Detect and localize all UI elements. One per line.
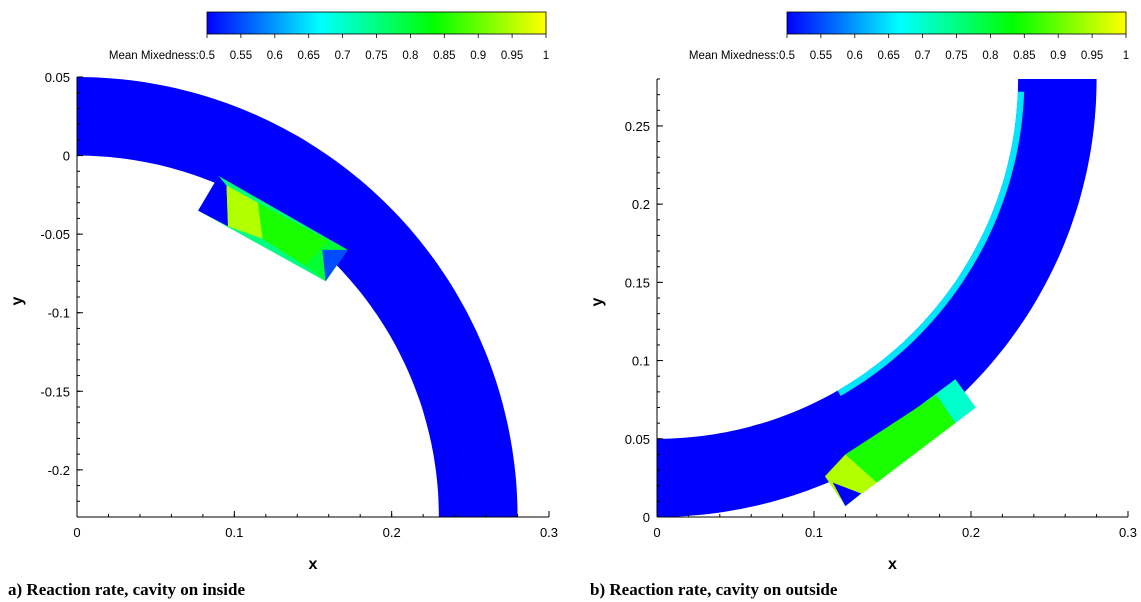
colorbar-tick-label: 1 [543,50,549,62]
colorbar-tick-label: 0.6 [267,50,283,62]
colorbar-label: Mean Mixedness: [109,50,199,62]
y-tick-label: -0.15 [40,384,70,399]
cavity-region [832,482,862,507]
colorbar-tick-label: 0.5 [199,50,215,62]
colorbar-tick-label: 0.6 [847,50,863,62]
duct-field [657,79,1097,517]
colorbar-tick-label: 0.55 [230,50,252,62]
y-tick-label: 0.2 [632,197,650,212]
colorbar: Mean Mixedness: 0.5 0.55 0.6 0.65 0.7 0.75 0.8 0… [109,11,549,62]
colorbar-label: Mean Mixedness: [689,50,779,62]
x-axis-label: x [888,556,897,573]
x-tick-label: 0.1 [805,525,823,540]
caption-a: a) Reaction rate, cavity on inside [8,580,246,599]
x-axis-label: x [309,556,318,573]
x-tick-label: 0.3 [540,525,558,540]
colorbar-tick-label: 0.65 [298,50,320,62]
y-tick-label: -0.1 [48,306,70,321]
cavity-region [322,249,348,282]
colorbar-gradient [206,11,547,35]
colorbar-tick-label: 0.7 [335,50,351,62]
colorbar-tick-label: 0.9 [470,50,486,62]
cavity-region [936,379,976,424]
plot-area [77,77,518,517]
colorbar-tick-label: 0.8 [982,50,998,62]
cavity-region [845,395,956,483]
y-tick-label: -0.2 [48,463,70,478]
colorbar-tick-label: 1 [1123,50,1129,62]
colorbar-tick-label: 0.75 [945,50,967,62]
x-tick-label: 0.2 [383,525,401,540]
duct-field [77,77,518,517]
y-tick-label: 0 [63,149,70,164]
colorbar-tick-label: 0.75 [365,50,387,62]
colorbar-tick-label: 0.85 [1013,50,1035,62]
x-tick-label: 0.3 [1119,525,1137,540]
caption-b: b) Reaction rate, cavity on outside [590,580,838,599]
x-tick-label: 0 [653,525,660,540]
y-tick-label: 0.15 [625,275,650,290]
chart-panel-a: 0 0.1 0.2 0.3 0.05 0 -0.05 -0.1 -0.15 -0.2 x y Mean … [9,11,558,573]
y-tick-label: -0.05 [40,227,70,242]
colorbar-tick-label: 0.85 [433,50,455,62]
colorbar-tick-label: 0.55 [810,50,832,62]
colorbar-tick-label: 0.95 [501,50,523,62]
chart-panel-b: 0 0.1 0.2 0.3 0 0.05 0.1 0.15 0.2 0.25 x y Mean Mixe… [589,11,1137,573]
x-tick-label: 0 [73,525,80,540]
colorbar-tick-label: 0.5 [779,50,795,62]
colorbar-tick-label: 0.8 [402,50,418,62]
y-tick-label: 0.25 [625,119,650,134]
colorbar: Mean Mixedness: 0.5 0.55 0.6 0.65 0.7 0.75 0.8 0… [689,11,1129,62]
y-tick-label: 0 [643,510,650,525]
cavity-region [257,202,329,266]
x-tick-label: 0.1 [225,525,243,540]
x-tick-label: 0.2 [962,525,980,540]
y-tick-label: 0.05 [625,432,650,447]
cavity-region [226,185,263,239]
cavity-region [825,454,877,507]
colorbar-gradient [786,11,1127,35]
colorbar-tick-label: 0.9 [1050,50,1066,62]
colorbar-tick-label: 0.65 [878,50,900,62]
plot-area [657,79,1097,517]
colorbar-tick-label: 0.7 [915,50,931,62]
y-axis-label: y [9,296,26,305]
y-tick-label: 0.1 [632,354,650,369]
cavity-region [198,176,228,227]
y-axis-label: y [589,297,606,306]
colorbar-tick-label: 0.95 [1081,50,1103,62]
y-tick-label: 0.05 [45,70,70,85]
